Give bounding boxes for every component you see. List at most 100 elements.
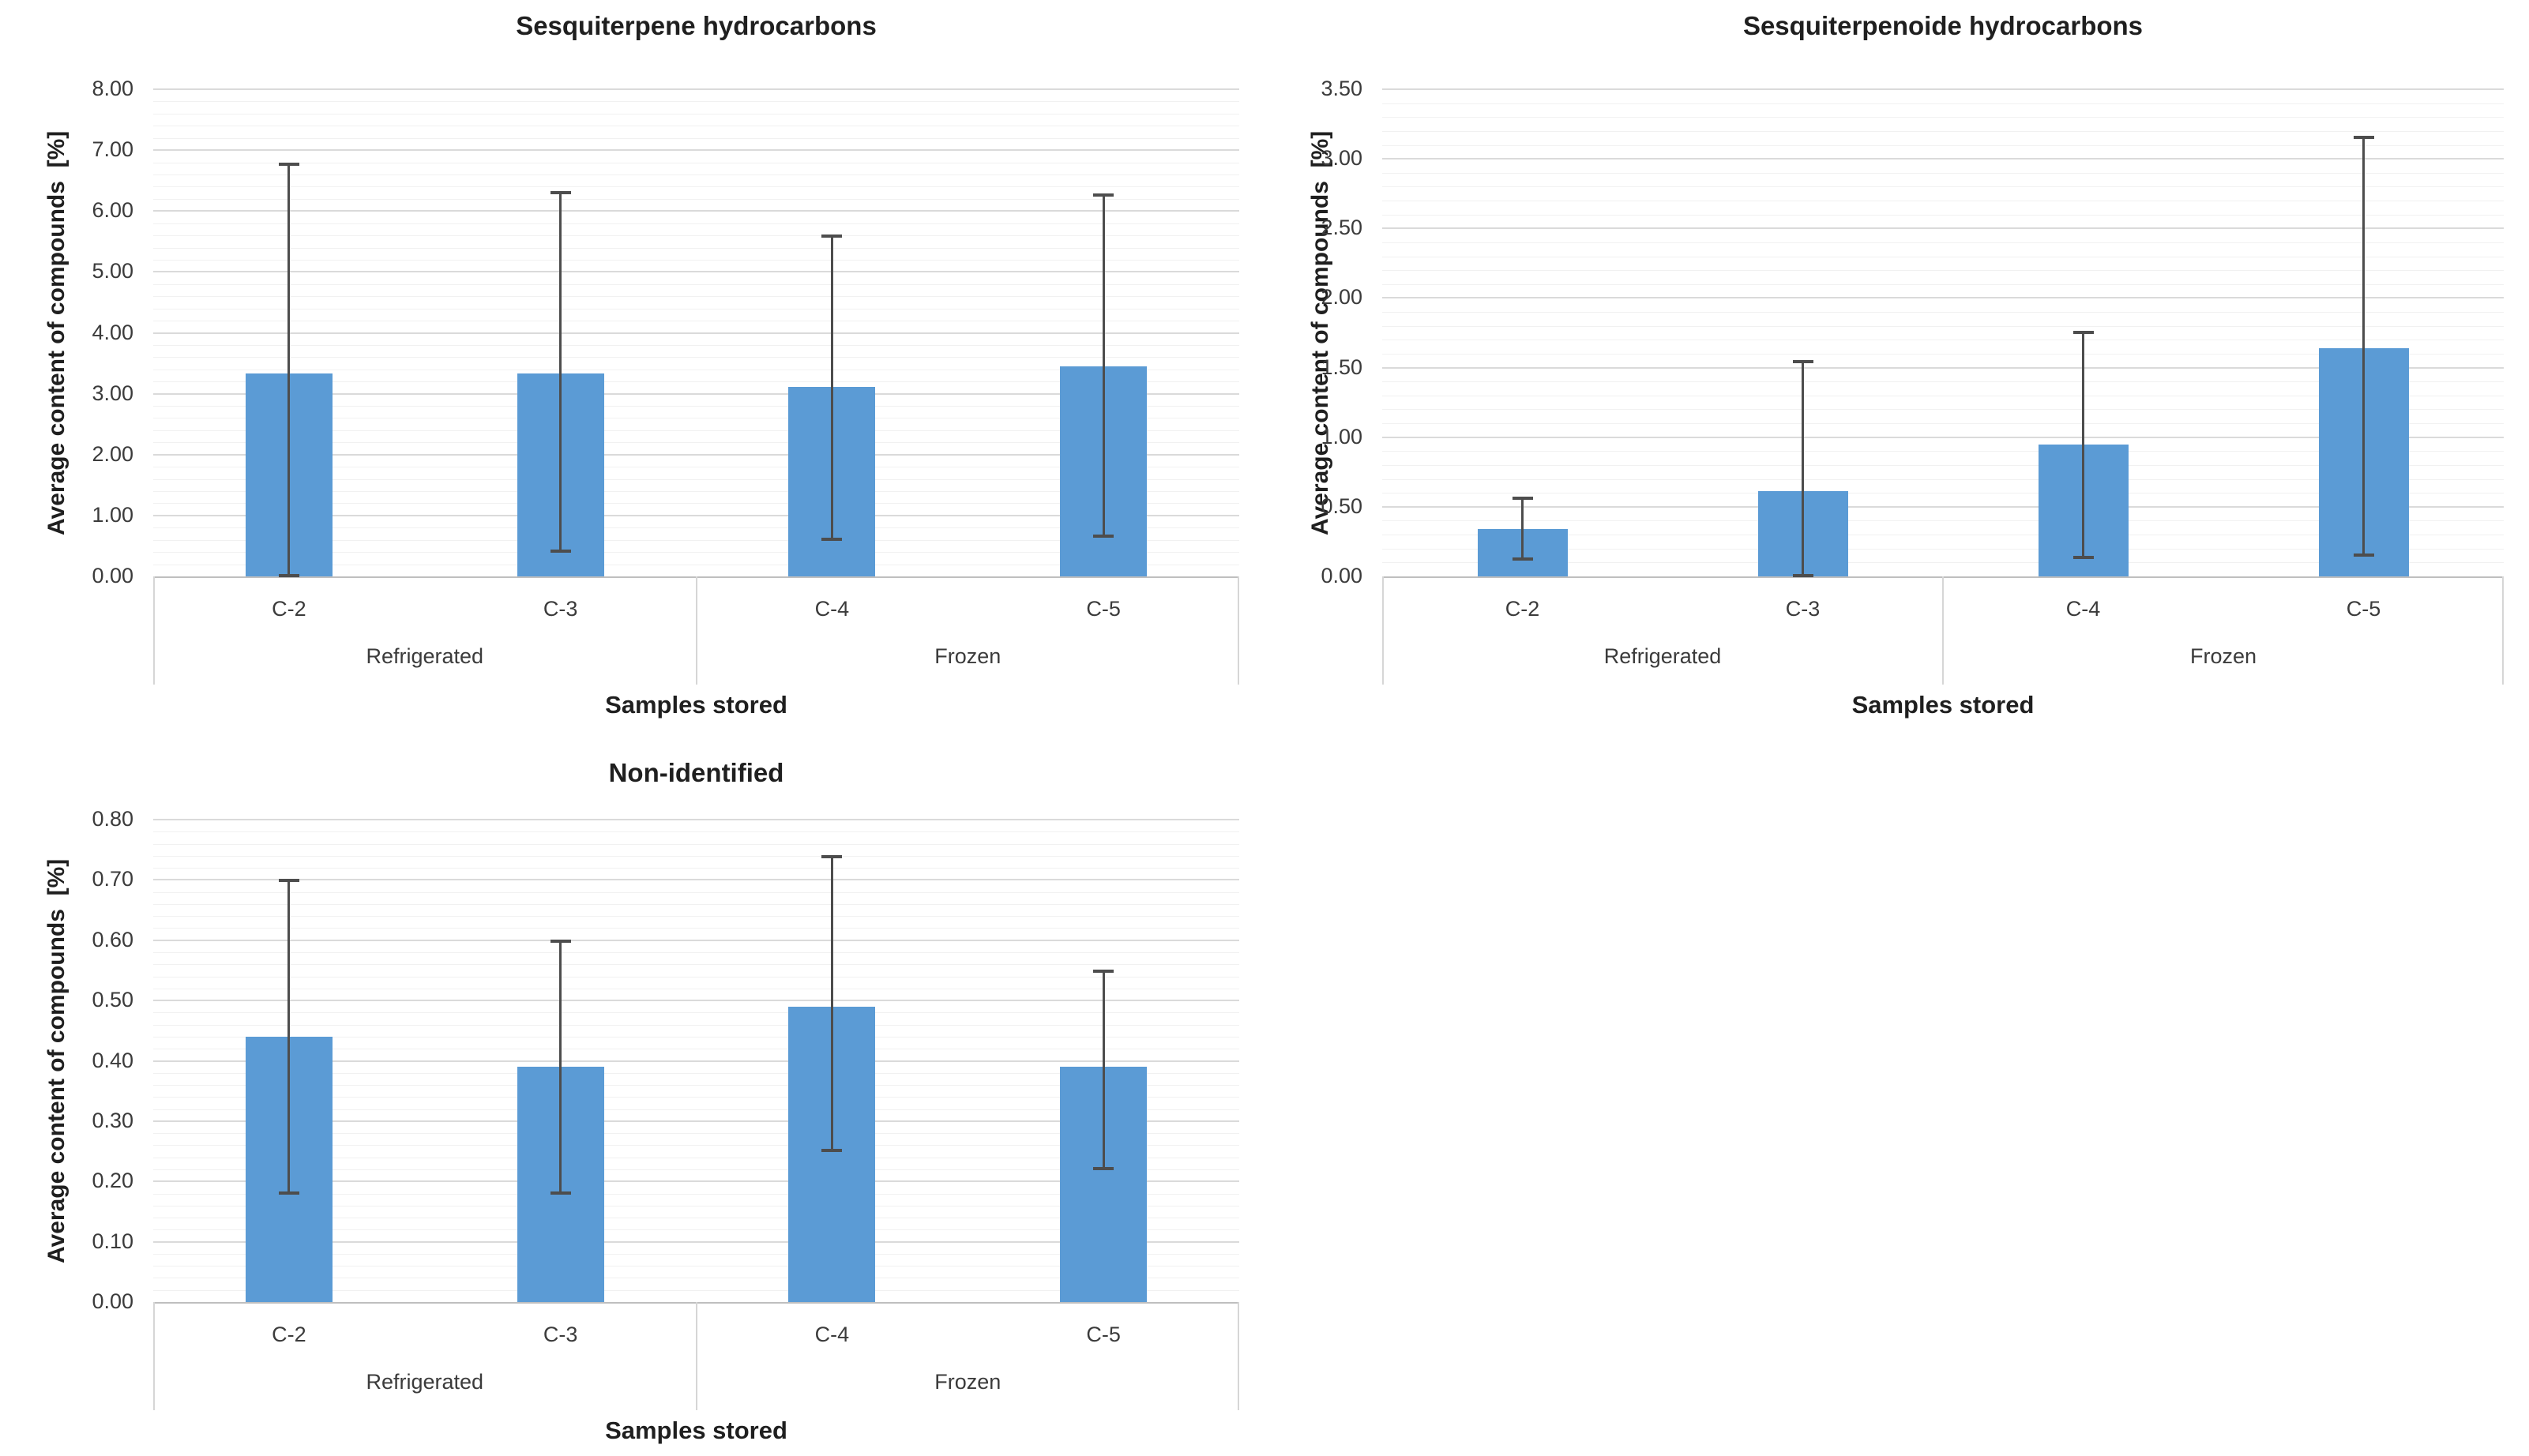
gridline-major [1382, 436, 2504, 438]
gridline-minor [1382, 186, 2504, 188]
gridline-minor [153, 527, 1239, 529]
error-cap-top-C-4 [821, 854, 843, 858]
gridline-minor [153, 223, 1239, 224]
axis-divider [1942, 576, 1944, 685]
y-tick-label: 0.00 [1321, 564, 1362, 587]
group-label-frozen: Frozen [2189, 644, 2257, 668]
group-label-refrigerated: Refrigerated [366, 1370, 484, 1394]
gridline-minor [1382, 242, 2504, 243]
error-bar-C-4 [830, 855, 833, 1152]
y-tick-label: 1.50 [1321, 355, 1362, 379]
gridline-major [1382, 227, 2504, 230]
gridline-minor [153, 186, 1239, 188]
y-tick-label: 5.00 [92, 259, 133, 283]
category-label-C-2: C-2 [1505, 597, 1540, 621]
gridline-major [153, 1180, 1239, 1183]
y-tick-label: 4.00 [92, 320, 133, 344]
y-tick-label: 0.00 [92, 1289, 133, 1313]
error-cap-bottom-C-2 [278, 574, 299, 577]
gridline-major [153, 1120, 1239, 1122]
gridline-minor [1382, 103, 2504, 104]
y-tick-label: 0.50 [1321, 493, 1362, 518]
category-label-C-2: C-2 [272, 1323, 306, 1346]
gridline-minor [153, 247, 1239, 249]
gridline-minor [153, 406, 1239, 407]
error-cap-top-C-3 [550, 190, 571, 194]
category-label-C-2: C-2 [272, 597, 306, 621]
gridline-major [153, 1240, 1239, 1243]
gridline-minor [153, 855, 1239, 857]
gridline-minor [153, 259, 1239, 261]
axis-divider [153, 576, 155, 685]
gridline-minor [1382, 130, 2504, 132]
category-label-C-4: C-4 [814, 597, 850, 621]
y-tick-label: 3.00 [92, 381, 133, 405]
y-tick-label: 8.00 [92, 77, 133, 100]
y-tick-label: 2.00 [92, 441, 133, 466]
category-label-C-3: C-3 [543, 597, 578, 621]
gridline-major [153, 879, 1239, 881]
category-label-C-4: C-4 [2065, 597, 2101, 621]
error-cap-top-C-4 [821, 235, 843, 238]
error-cap-bottom-C-2 [1512, 557, 1533, 561]
plot-area [153, 819, 1239, 1304]
gridline-minor [1382, 464, 2504, 466]
error-cap-top-C-2 [278, 879, 299, 883]
group-label-frozen: Frozen [934, 644, 1001, 668]
gridline-minor [153, 552, 1239, 554]
y-tick-label: 0.10 [92, 1229, 133, 1253]
gridline-minor [153, 296, 1239, 298]
gridline-minor [153, 1097, 1239, 1098]
error-cap-bottom-C-2 [278, 1191, 299, 1195]
plot-area [1382, 88, 2504, 578]
y-tick-label: 0.30 [92, 1108, 133, 1132]
gridline-minor [153, 1036, 1239, 1038]
gridline-minor [153, 478, 1239, 480]
y-tick-label: 0.20 [92, 1169, 133, 1193]
x-axis-title: Samples stored [605, 1417, 787, 1444]
gridline-minor [153, 1133, 1239, 1135]
gridline-minor [153, 430, 1239, 431]
x-axis-title: Samples stored [1851, 691, 2035, 719]
gridline-minor [1382, 117, 2504, 118]
gridline-major [153, 271, 1239, 273]
gridline-major [1382, 297, 2504, 299]
error-cap-bottom-C-4 [2072, 556, 2094, 560]
error-bar-C-5 [2362, 136, 2365, 556]
gridline-minor [153, 1193, 1239, 1195]
gridline-minor [153, 357, 1239, 358]
gridline-minor [1382, 283, 2504, 285]
gridline-minor [153, 174, 1239, 175]
gridline-minor [153, 539, 1239, 541]
gridline-minor [1382, 409, 2504, 411]
error-bar-C-5 [1102, 970, 1105, 1169]
gridline-minor [153, 843, 1239, 845]
gridline-minor [1382, 562, 2504, 564]
error-cap-bottom-C-4 [821, 537, 843, 541]
gridline-minor [153, 1289, 1239, 1291]
category-label-C-3: C-3 [543, 1323, 578, 1346]
gridline-major [153, 939, 1239, 941]
category-label-C-3: C-3 [1785, 597, 1821, 621]
y-tick-label: 0.00 [92, 564, 133, 587]
error-cap-top-C-5 [1093, 969, 1114, 973]
gridline-minor [1382, 270, 2504, 272]
error-cap-bottom-C-5 [1093, 534, 1114, 538]
gridline-major [153, 332, 1239, 334]
category-label-C-5: C-5 [1086, 1323, 1121, 1346]
error-cap-top-C-4 [2072, 330, 2094, 334]
gridline-minor [153, 1169, 1239, 1170]
gridline-minor [153, 1085, 1239, 1086]
axis-divider [2502, 576, 2504, 685]
y-tick-label: 6.00 [92, 198, 133, 223]
gridline-major [153, 392, 1239, 395]
gridline-minor [153, 1109, 1239, 1110]
x-axis: Refrigerated Frozen C-2 C-3 C-4 C-5 [153, 1302, 1239, 1410]
gridline-minor [1382, 214, 2504, 216]
gridline-major [153, 210, 1239, 212]
group-label-frozen: Frozen [934, 1370, 1001, 1394]
gridline-minor [1382, 548, 2504, 550]
group-label-refrigerated: Refrigerated [366, 644, 484, 668]
gridline-minor [153, 1012, 1239, 1014]
